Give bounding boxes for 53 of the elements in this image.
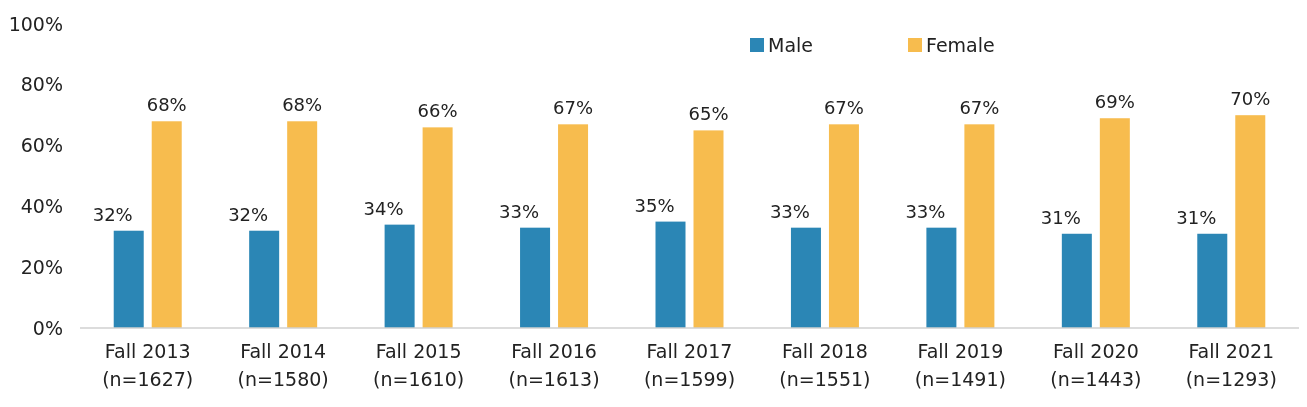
x-tick-label: Fall 2017 (n=1599) [643,340,736,390]
data-label: 34% [363,197,404,219]
data-label: 35% [634,194,675,216]
data-label: 33% [499,200,540,222]
data-label: 68% [146,94,187,116]
bar [249,230,280,328]
bar [693,130,724,328]
y-tick-label: 80% [20,73,63,96]
bar [1061,233,1092,328]
bar [151,121,182,328]
data-label: 31% [1176,206,1217,228]
x-tick-label: Fall 2015 (n=1610) [373,340,465,390]
x-tick-label: Fall 2020 (n=1443) [1050,340,1142,390]
y-tick-label: 100% [8,12,63,35]
x-tick-label: Fall 2019 (n=1491) [914,340,1006,390]
y-tick-label: 0% [32,316,63,339]
x-tick-label: Fall 2014 (n=1580) [237,340,329,390]
data-label: 70% [1230,88,1271,110]
bar [1197,233,1228,328]
data-label: 66% [417,100,458,122]
bar [113,230,144,328]
x-tick-label: Fall 2018 (n=1551) [779,340,871,390]
x-tick-label: Fall 2016 (n=1613) [508,340,600,390]
bar [828,124,859,328]
bar [558,124,589,328]
bar [1235,115,1266,328]
bar [384,224,415,328]
bar [287,121,318,328]
data-label: 67% [553,97,594,119]
y-tick-label: 60% [20,134,63,157]
y-tick-label: 40% [20,195,63,218]
bar [422,127,453,328]
y-tick-label: 20% [20,255,63,278]
data-label: 31% [1040,206,1081,228]
data-label: 67% [959,97,1000,119]
data-label: 33% [769,200,810,222]
bar [964,124,995,328]
legend-label: Male [768,34,814,56]
data-label: 69% [1094,91,1135,113]
x-tick-label: Fall 2021 (n=1293) [1185,340,1277,390]
data-label: 32% [92,203,133,225]
data-label: 65% [688,103,729,125]
data-label: 32% [228,203,269,225]
data-label: 33% [905,200,946,222]
x-tick-label: Fall 2013 (n=1627) [102,340,194,390]
bar [790,227,821,328]
data-label: 68% [282,94,323,116]
bar [1099,118,1130,328]
bar [926,227,957,328]
legend-label: Female [926,34,995,56]
bar [655,221,686,328]
bar [520,227,551,328]
data-label: 67% [823,97,864,119]
